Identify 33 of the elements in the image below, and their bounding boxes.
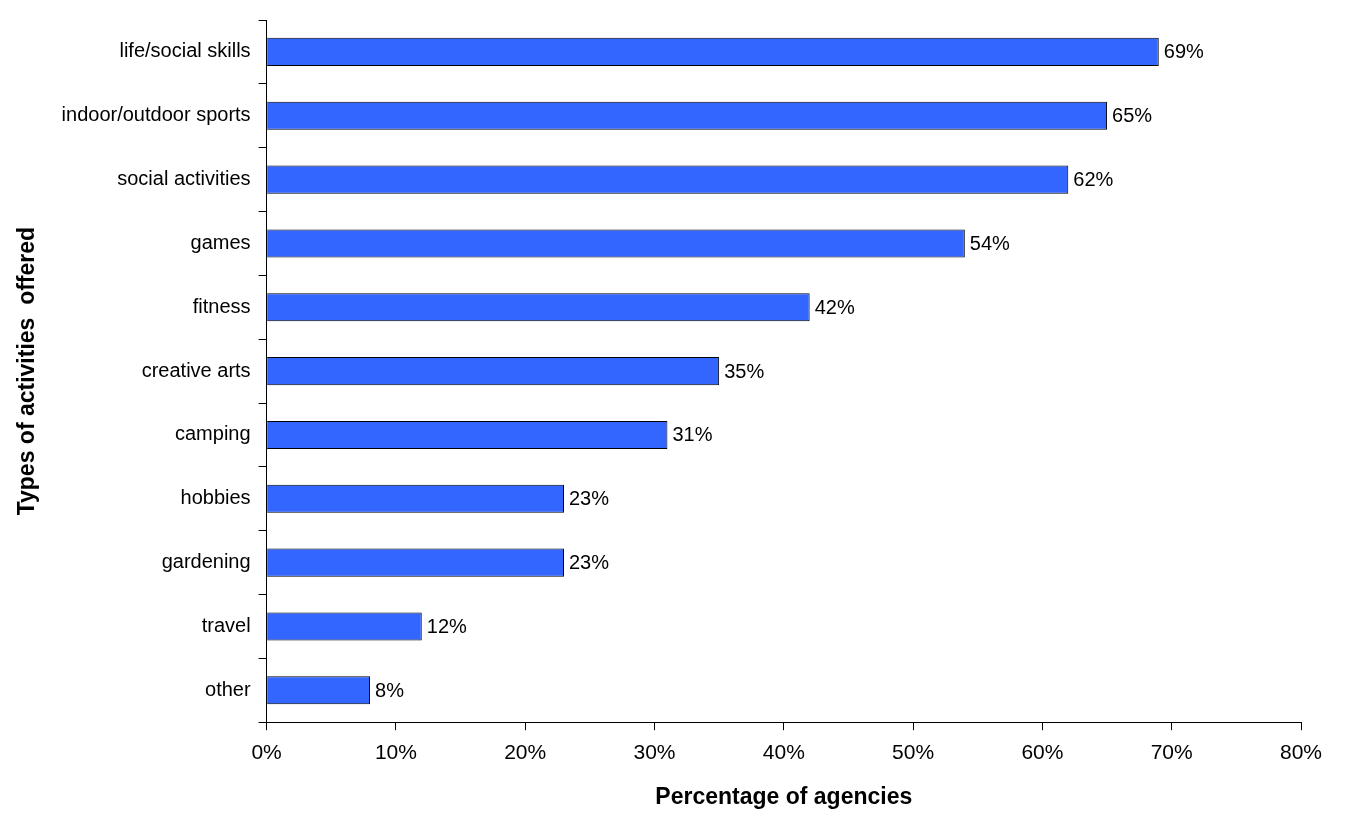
y-tick-label: games [190,230,251,253]
y-tick-label: camping [174,422,251,445]
y-tick-label: indoor/outdoor sports [61,103,251,126]
data-label: 31% [672,423,713,446]
x-tick-label: 70% [1150,739,1193,763]
data-label: 62% [1073,168,1114,191]
x-tick-label: 80% [1279,739,1323,763]
x-tick-label: 60% [1021,739,1064,763]
y-tick-label: gardening [161,550,251,573]
x-tick-label: 0% [251,739,282,763]
x-tick-label: 40% [762,739,805,763]
data-label: 65% [1112,104,1153,127]
x-tick-label: 50% [892,739,935,763]
y-tick-label: hobbies [180,486,251,509]
y-axis-title: Types of activities offered [13,226,40,516]
x-tick-label: 30% [633,739,676,763]
y-tick-label: travel [201,613,251,636]
data-label: 12% [426,614,468,637]
y-tick-label: life/social skills [119,39,251,62]
data-label: 42% [814,295,855,318]
data-label: 8% [375,678,405,701]
y-tick-label: other [205,677,251,700]
data-label: 69% [1163,40,1205,63]
x-axis-title: Percentage of agencies [655,782,913,809]
x-tick-label: 10% [374,739,417,763]
data-label: 23% [568,487,610,510]
x-tick-label: 20% [504,739,547,763]
y-tick-label: social activities [117,167,251,190]
data-label: 23% [568,551,610,574]
y-tick-label: fitness [192,294,251,317]
data-label: 35% [724,359,765,382]
y-tick-label: creative arts [141,358,251,381]
data-label: 54% [969,231,1011,254]
